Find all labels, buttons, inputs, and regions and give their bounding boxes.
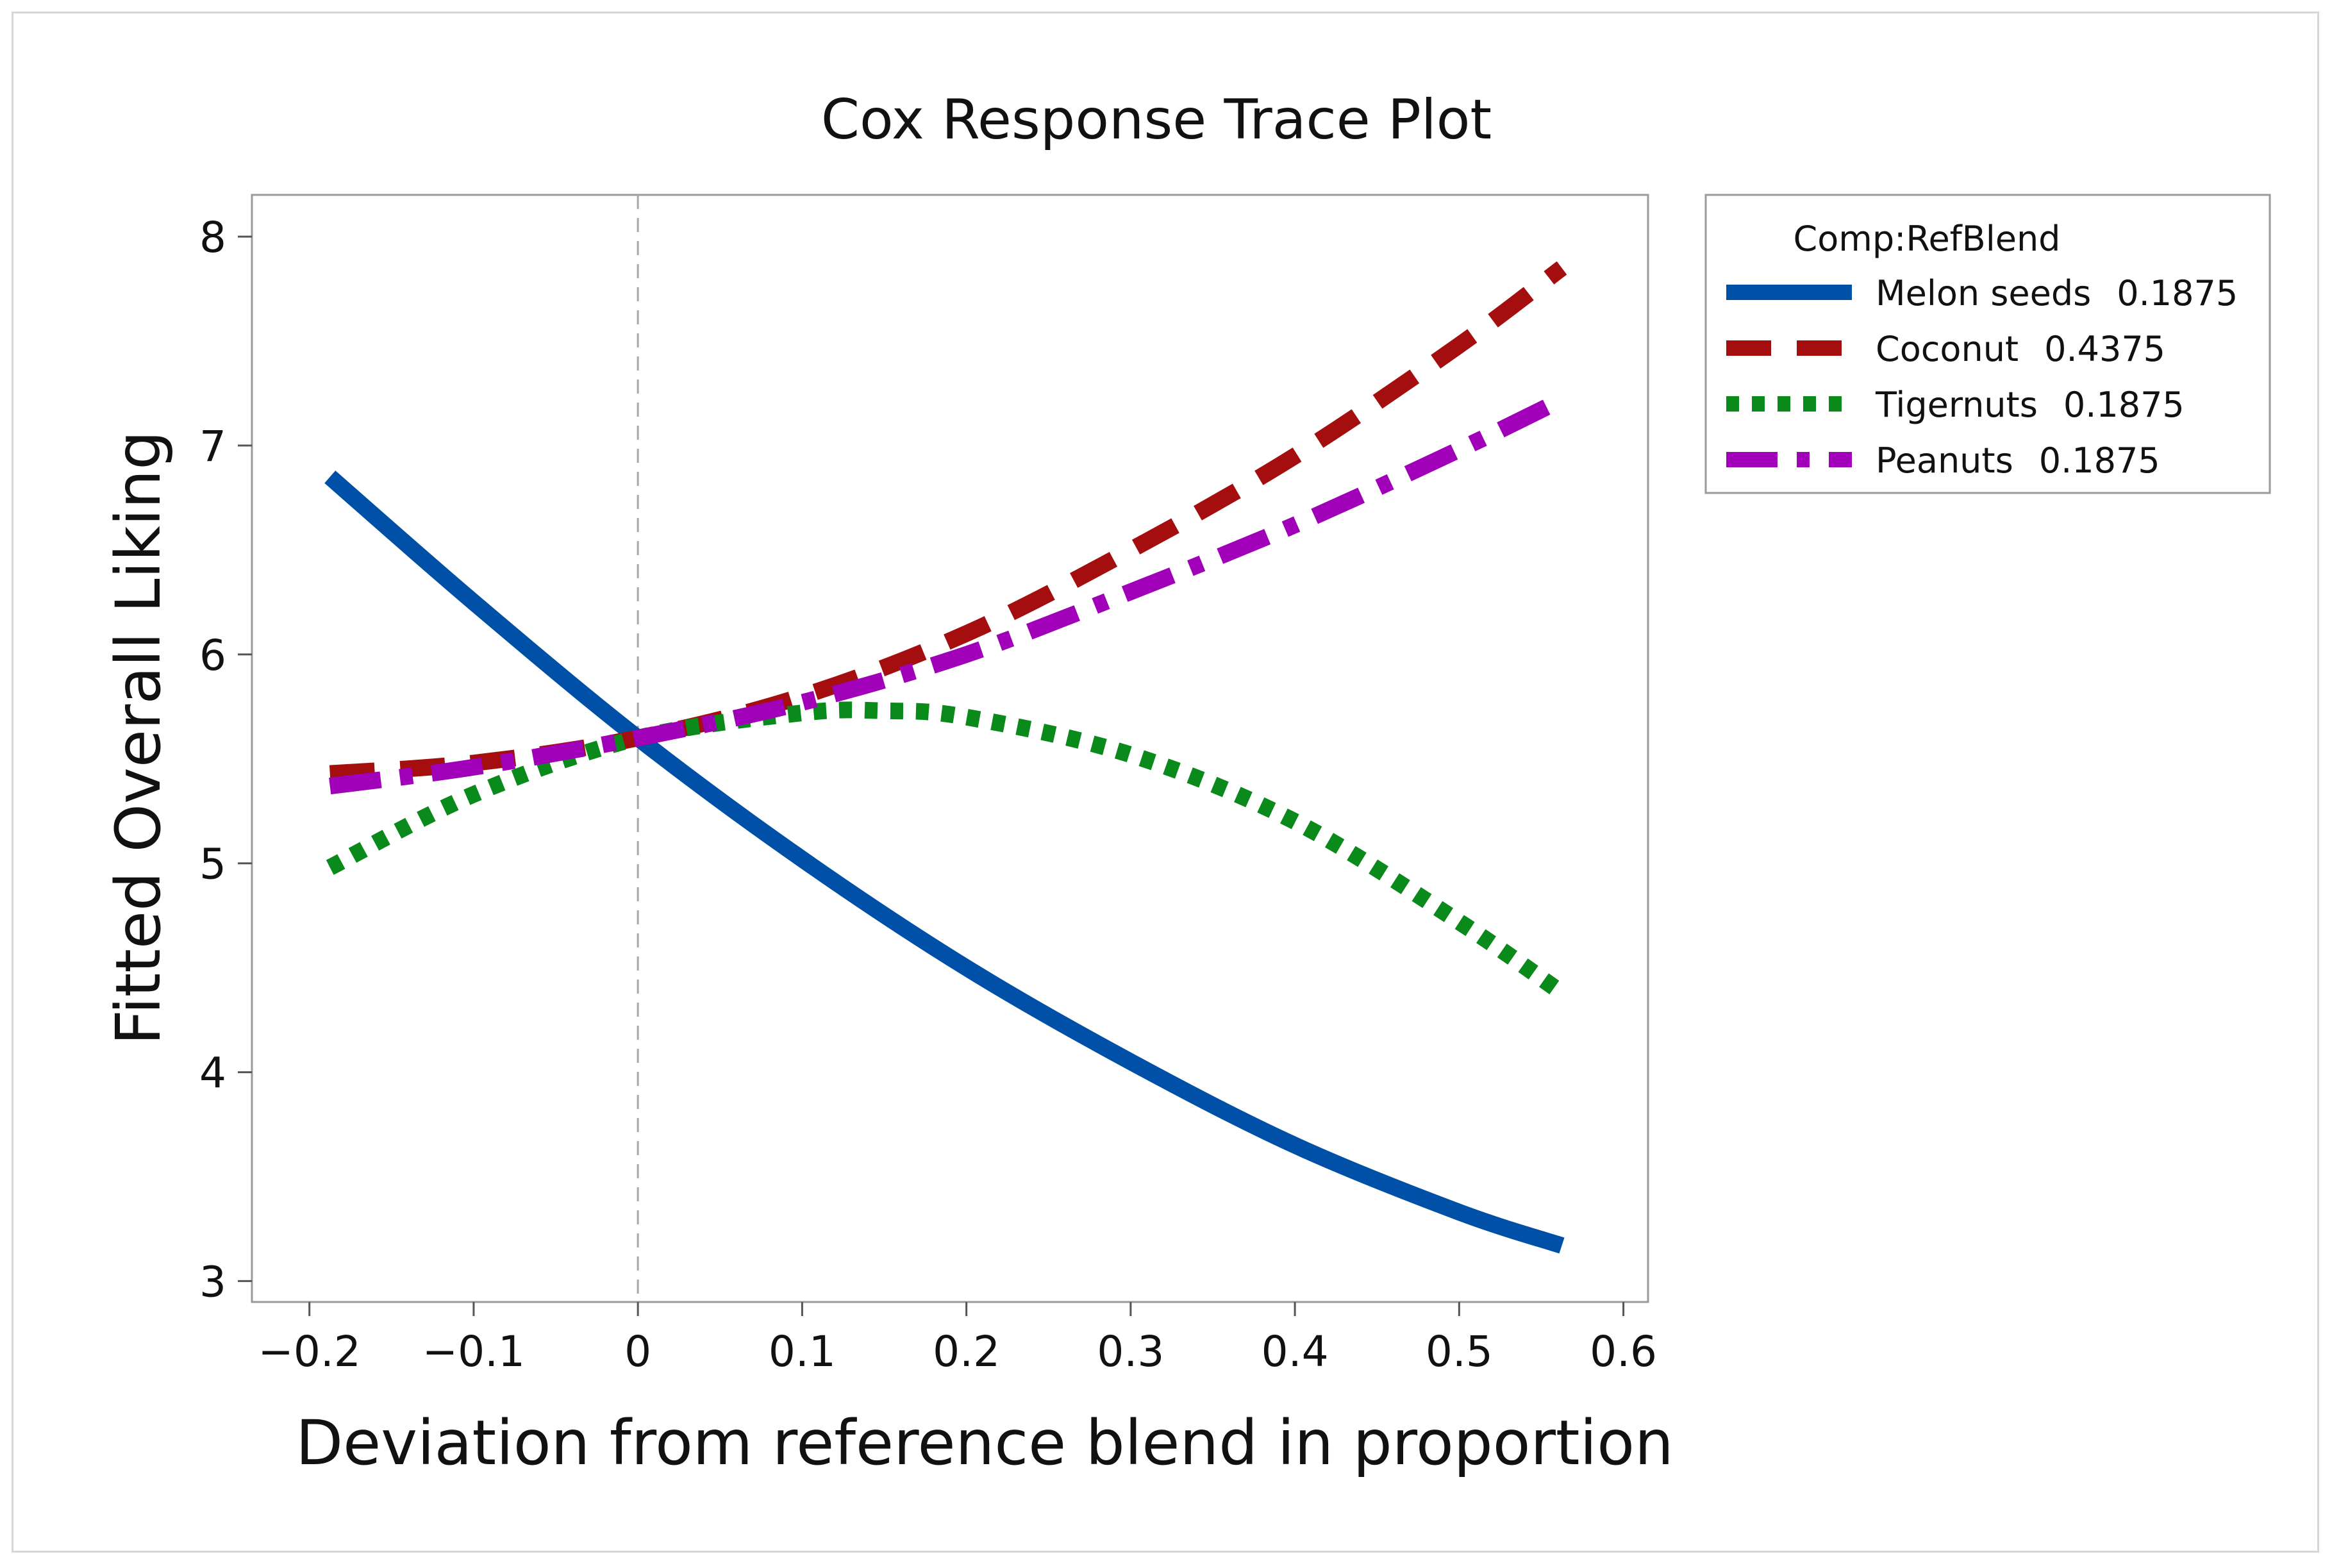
legend-label: Peanuts 0.1875 [1876, 440, 2160, 481]
x-tick-label: −0.2 [258, 1327, 361, 1376]
y-tick-label: 6 [199, 631, 226, 680]
x-tick-label: −0.1 [422, 1327, 525, 1376]
series-line-tigernuts [326, 701, 1567, 1000]
legend-label: Coconut 0.4375 [1876, 329, 2165, 369]
legend-label: Tigernuts 0.1875 [1875, 385, 2185, 425]
x-axis-label: Deviation from reference blend in propor… [296, 1407, 1674, 1479]
y-tick-label: 4 [199, 1049, 226, 1098]
x-tick-label: 0.5 [1426, 1327, 1493, 1376]
legend-ref-value: 0.1875 [2039, 440, 2160, 481]
legend-title: Comp:RefBlend [1794, 219, 2061, 259]
legend-series-name: Coconut [1876, 329, 2019, 369]
legend-series-name: Melon seeds [1876, 273, 2091, 313]
legend: Comp:RefBlend Melon seeds 0.1875 Coconut 0.… [1704, 194, 2271, 494]
legend-label: Melon seeds 0.1875 [1876, 273, 2238, 313]
x-tick-label: 0.2 [933, 1327, 1000, 1376]
x-tick-label: 0.4 [1262, 1327, 1329, 1376]
legend-series-name: Tigernuts [1875, 385, 2038, 425]
legend-ref-value: 0.1875 [2117, 273, 2238, 313]
y-axis-label: Fitted Overall Liking [103, 431, 174, 1046]
series-line-coconut [329, 261, 1567, 782]
y-tick-label: 5 [199, 840, 226, 889]
x-tick-label: 0.3 [1097, 1327, 1164, 1376]
series-line-peanuts [329, 392, 1566, 795]
chart-title: Cox Response Trace Plot [821, 88, 1492, 152]
response-trace-chart: Cox Response Trace Plot −0.2 −0.1 0 0.1 0.2 0… [103, 88, 2271, 1479]
legend-ref-value: 0.4375 [2044, 329, 2165, 369]
y-tick-label: 7 [199, 422, 226, 471]
x-tick-label: 0.1 [769, 1327, 836, 1376]
x-axis-ticks: −0.2 −0.1 0 0.1 0.2 0.3 0.4 0.5 0.6 [258, 1302, 1657, 1376]
y-tick-label: 8 [199, 213, 226, 262]
y-axis-ticks: 3 4 5 6 7 8 [199, 213, 252, 1306]
legend-ref-value: 0.1875 [2063, 385, 2185, 425]
x-tick-label: 0 [624, 1327, 651, 1376]
legend-series-name: Peanuts [1876, 440, 2013, 481]
series-lines [324, 261, 1567, 1254]
y-tick-label: 3 [199, 1257, 226, 1306]
x-tick-label: 0.6 [1590, 1327, 1657, 1376]
figure-frame: Cox Response Trace Plot −0.2 −0.1 0 0.1 0.2 0… [12, 12, 2319, 1553]
series-line-melon-seeds [324, 471, 1565, 1254]
